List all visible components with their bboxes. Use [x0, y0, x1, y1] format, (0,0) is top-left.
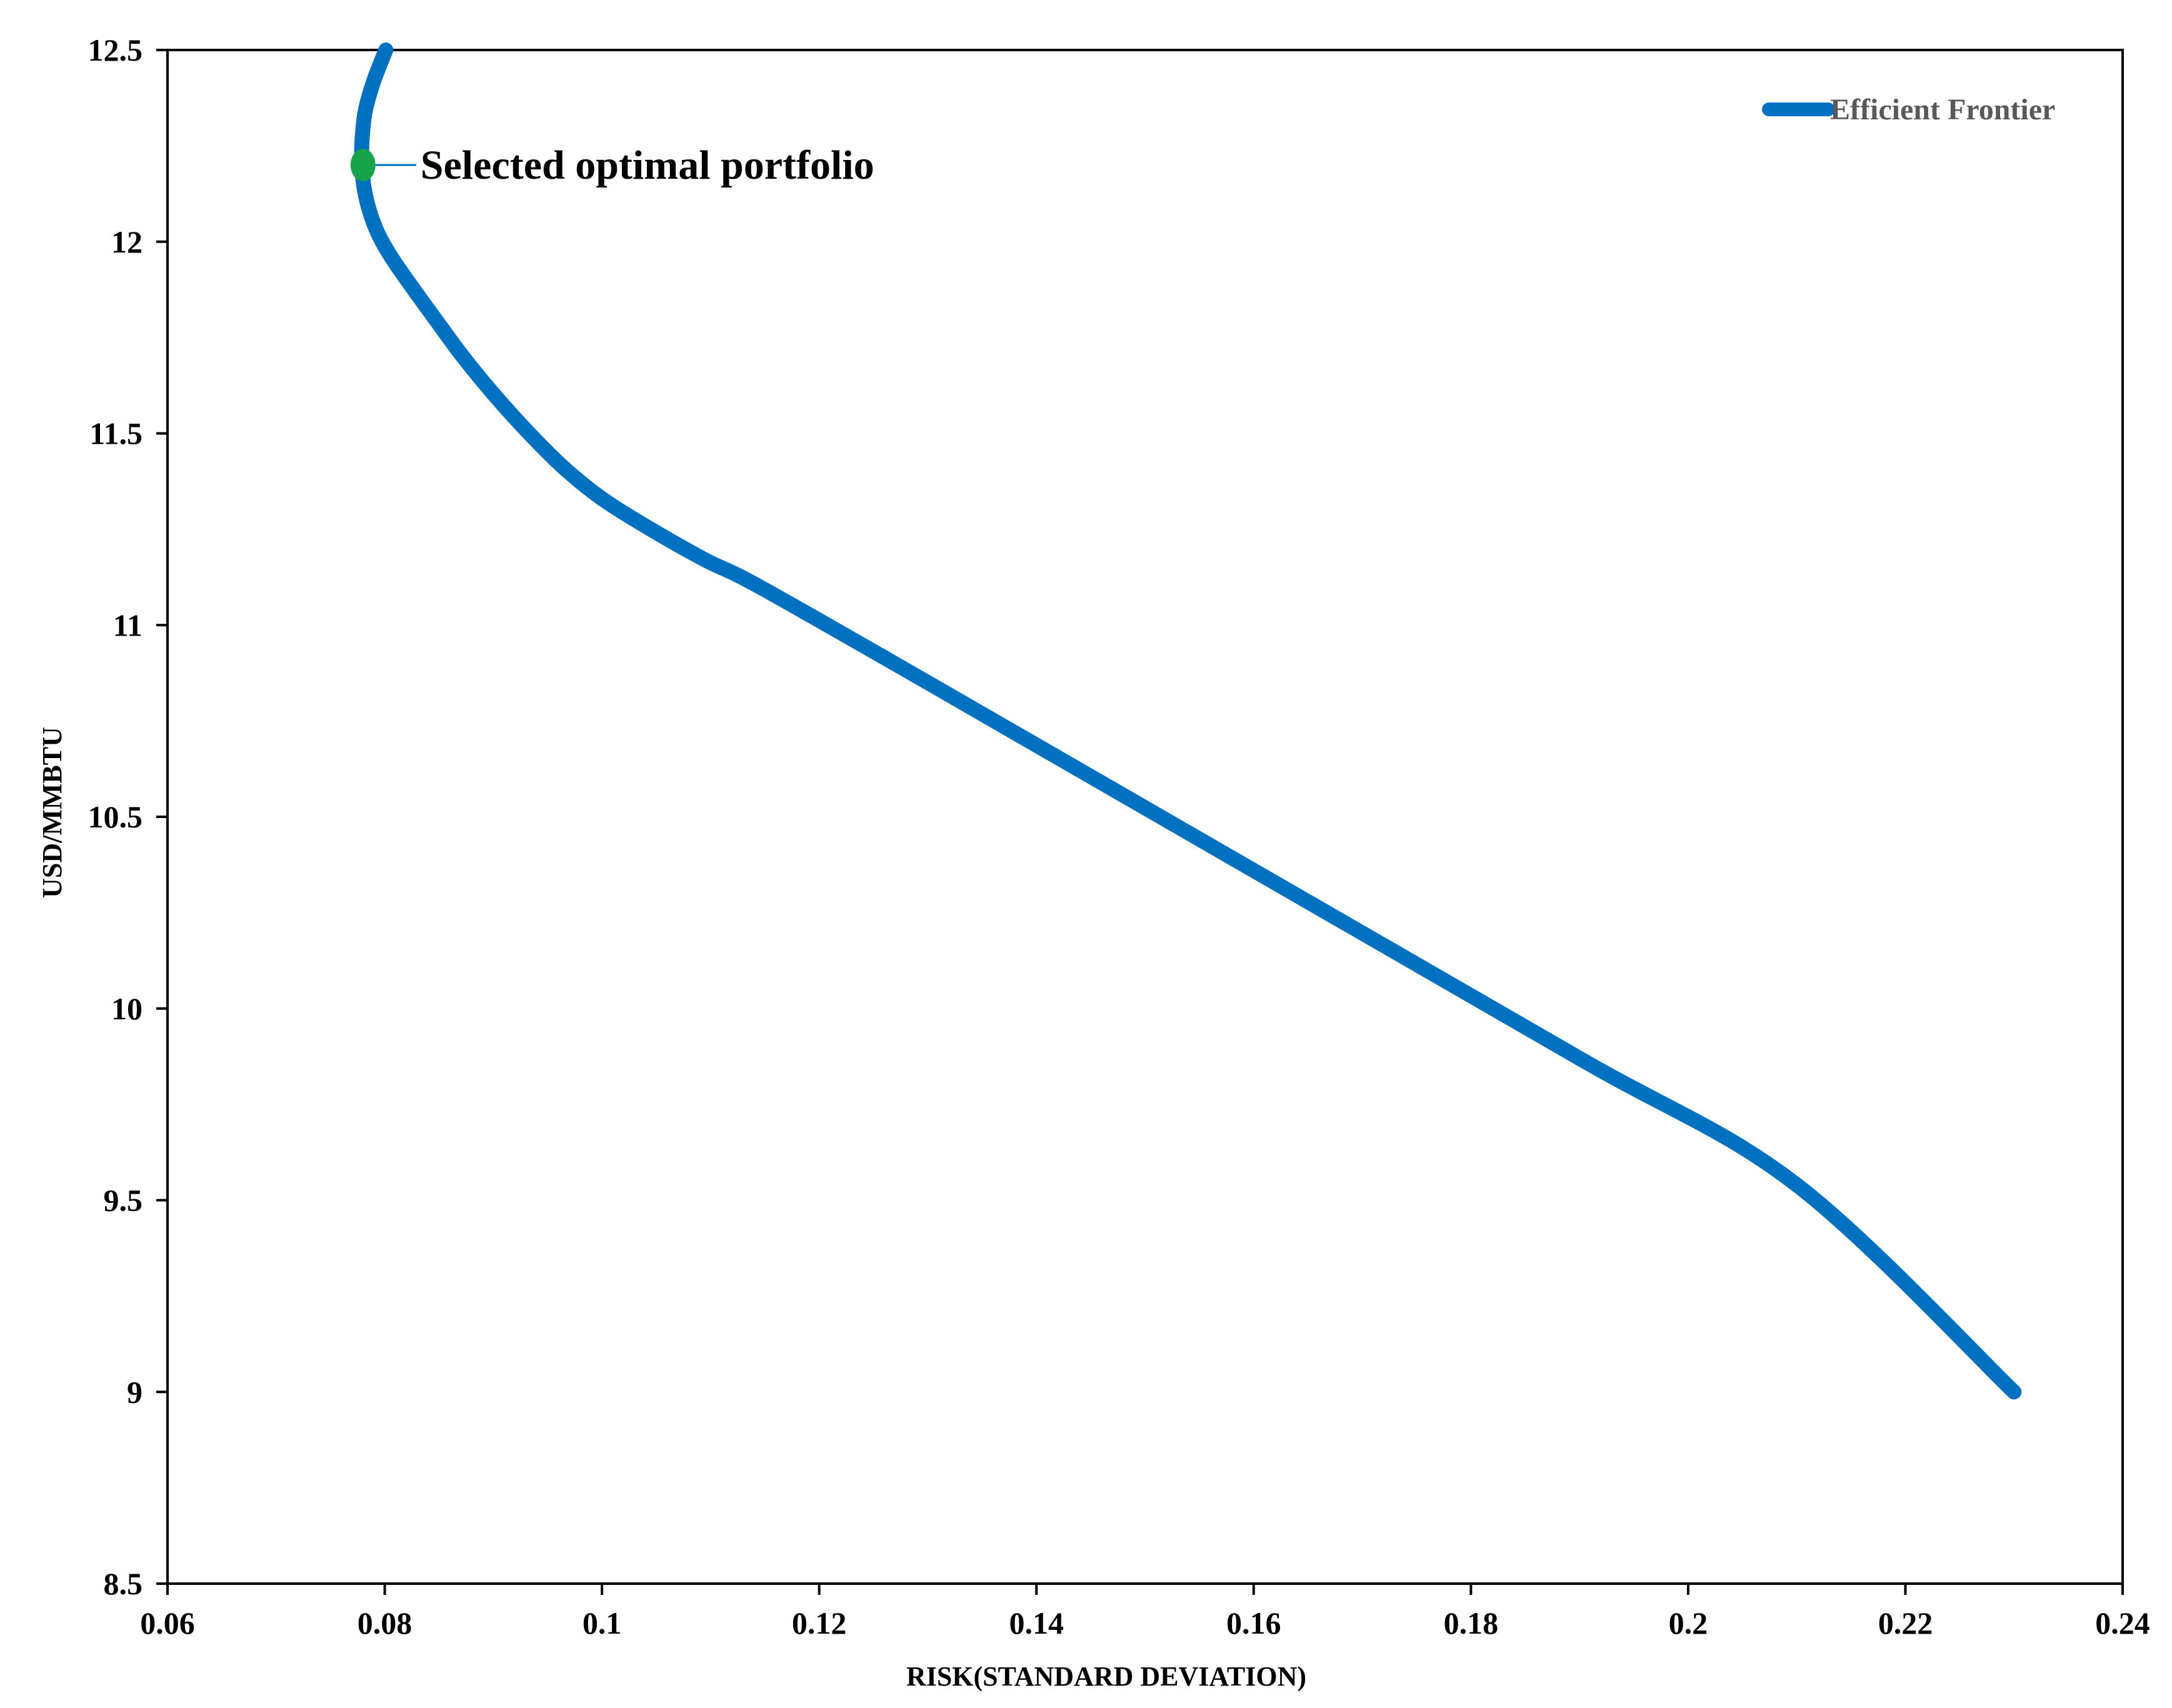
y-tick-label: 10 [111, 991, 143, 1026]
x-tick-label: 0.18 [1444, 1606, 1499, 1641]
x-tick-label: 0.24 [2095, 1606, 2150, 1641]
legend: Efficient Frontier [1762, 93, 2055, 126]
y-tick-label: 11.5 [89, 416, 143, 451]
y-tick-label: 9.5 [104, 1183, 143, 1218]
series-line-efficient-frontier [354, 42, 2022, 1400]
x-tick-label: 0.22 [1878, 1606, 1933, 1641]
x-axis-ticks: 0.06 0.08 0.1 0.12 0.14 0.16 0.18 0.2 0.22 0.24 [140, 1584, 2150, 1641]
x-tick-label: 0.06 [140, 1606, 195, 1641]
y-axis-title: USD/MMBTU [37, 727, 68, 898]
y-tick-label: 12.5 [88, 32, 143, 67]
x-tick-label: 0.12 [792, 1606, 847, 1641]
x-tick-label: 0.16 [1226, 1606, 1281, 1641]
y-tick-label: 9 [127, 1374, 143, 1409]
y-axis-ticks: 8.5 9 9.5 10 10.5 11 11.5 12 12.5 [88, 32, 168, 1601]
y-tick-label: 8.5 [104, 1566, 143, 1601]
optimal-portfolio-marker [350, 149, 376, 182]
x-tick-label: 0.2 [1669, 1606, 1708, 1641]
y-tick-label: 11 [113, 607, 143, 642]
x-axis-title: RISK(STANDARD DEVIATION) [906, 1661, 1306, 1692]
x-tick-label: 0.1 [583, 1606, 622, 1641]
y-tick-label: 12 [111, 224, 143, 259]
annotation-layer: Selected optimal portfolio [350, 142, 874, 188]
x-tick-label: 0.14 [1009, 1606, 1064, 1641]
optimal-portfolio-label: Selected optimal portfolio [421, 142, 874, 188]
x-tick-label: 0.08 [358, 1606, 413, 1641]
series-layer [354, 42, 2022, 1400]
y-tick-label: 10.5 [88, 799, 143, 834]
legend-label-efficient-frontier: Efficient Frontier [1830, 93, 2055, 126]
